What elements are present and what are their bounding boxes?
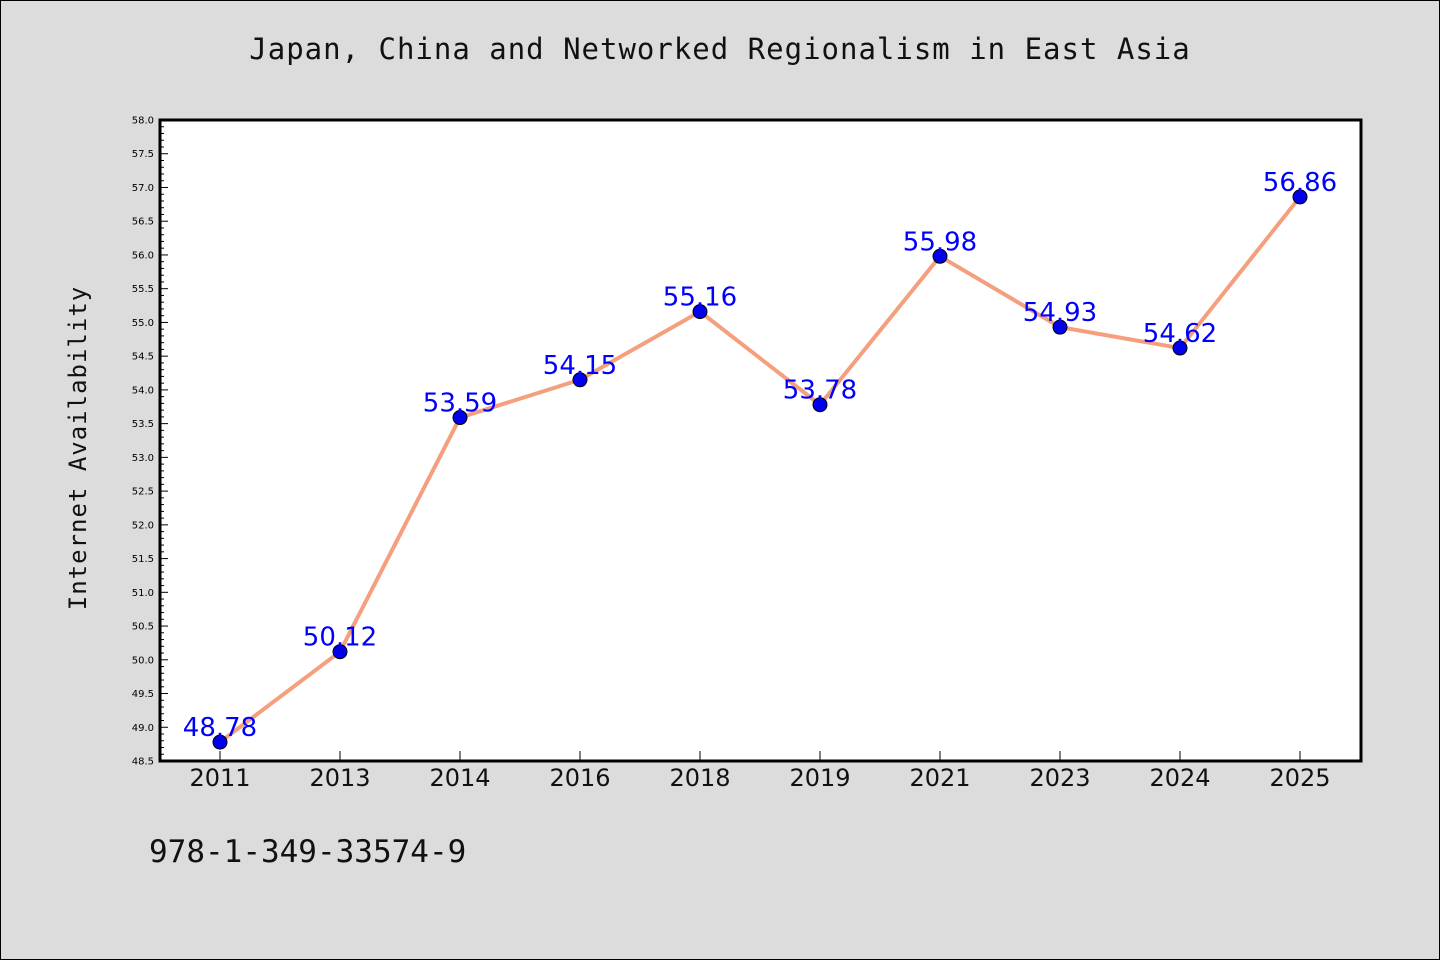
y-tick-label: 54.0: [132, 385, 154, 396]
y-tick-label: 52.5: [132, 487, 154, 498]
data-point-marker: [212, 734, 228, 750]
x-tick-label: 2011: [189, 764, 250, 792]
y-tick-label: 55.0: [132, 318, 154, 329]
data-point-marker: [692, 304, 708, 320]
y-tick-label: 57.5: [132, 149, 154, 160]
x-tick-labels: 2011 2013 2014 2016 2018 2019 2021 2023 2024 2025: [189, 764, 1330, 792]
x-tick-label: 2025: [1269, 764, 1330, 792]
y-tick-label: 52.0: [132, 520, 154, 531]
x-tick-label: 2021: [909, 764, 970, 792]
plot-area: [160, 120, 1361, 761]
isbn-footer: 978-1-349-33574-9: [149, 834, 467, 870]
data-point-marker: [1052, 319, 1068, 335]
y-tick-label: 57.0: [132, 183, 154, 194]
plot-border: [158, 118, 1363, 763]
y-tick-label: 56.0: [132, 250, 154, 261]
chart-title: Japan, China and Networked Regionalism i…: [249, 32, 1191, 66]
x-tick-label: 2024: [1149, 764, 1210, 792]
y-tick-label: 50.5: [132, 622, 154, 633]
y-tick-label: 50.0: [132, 655, 154, 666]
y-tick-label: 58.0: [132, 116, 154, 127]
data-label: 54.62: [1143, 319, 1217, 349]
data-point-marker: [1292, 189, 1308, 205]
data-point-marker: [812, 397, 828, 413]
series-line: [218, 195, 1302, 744]
data-point-marker: [932, 248, 948, 264]
series-group: [212, 189, 1308, 750]
x-tick-label: 2023: [1029, 764, 1090, 792]
data-label: 55.98: [903, 227, 977, 257]
x-tick-label: 2014: [429, 764, 490, 792]
data-label: 50.12: [303, 623, 377, 653]
data-label: 54.15: [543, 351, 617, 381]
y-tick-label: 48.5: [132, 757, 154, 768]
data-label: 53.78: [783, 376, 857, 406]
y-tick-label: 49.0: [132, 723, 154, 734]
x-tick-label: 2018: [669, 764, 730, 792]
x-tick-label: 2013: [309, 764, 370, 792]
x-tick-label: 2019: [789, 764, 850, 792]
data-label: 56.86: [1263, 168, 1337, 198]
y-tick-label: 49.5: [132, 689, 154, 700]
data-label: 53.59: [423, 389, 497, 419]
data-point-marker: [1172, 340, 1188, 356]
data-point-marker: [572, 372, 588, 388]
data-point-marker: [332, 644, 348, 660]
data-label: 55.16: [663, 283, 737, 313]
y-tick-label: 51.5: [132, 554, 154, 565]
y-tick-label: 55.5: [132, 284, 154, 295]
y-tick-label: 51.0: [132, 588, 154, 599]
x-tick-label: 2016: [549, 764, 610, 792]
data-labels: 48.78 50.12 53.59 54.15 55.16 53.78 55.98 54.93…: [183, 168, 1337, 743]
y-tick-label: 56.5: [132, 217, 154, 228]
data-point-marker: [452, 410, 468, 426]
data-label: 54.93: [1023, 298, 1097, 328]
y-tick-labels: 48.5 49.0 49.5 50.0 50.5 51.0 51.5 52.0 52.5 53.0…: [132, 116, 154, 768]
y-tick-label: 53.5: [132, 419, 154, 430]
data-label: 48.78: [183, 713, 257, 743]
y-tick-label: 53.0: [132, 453, 154, 464]
y-tick-label: 54.5: [132, 352, 154, 363]
